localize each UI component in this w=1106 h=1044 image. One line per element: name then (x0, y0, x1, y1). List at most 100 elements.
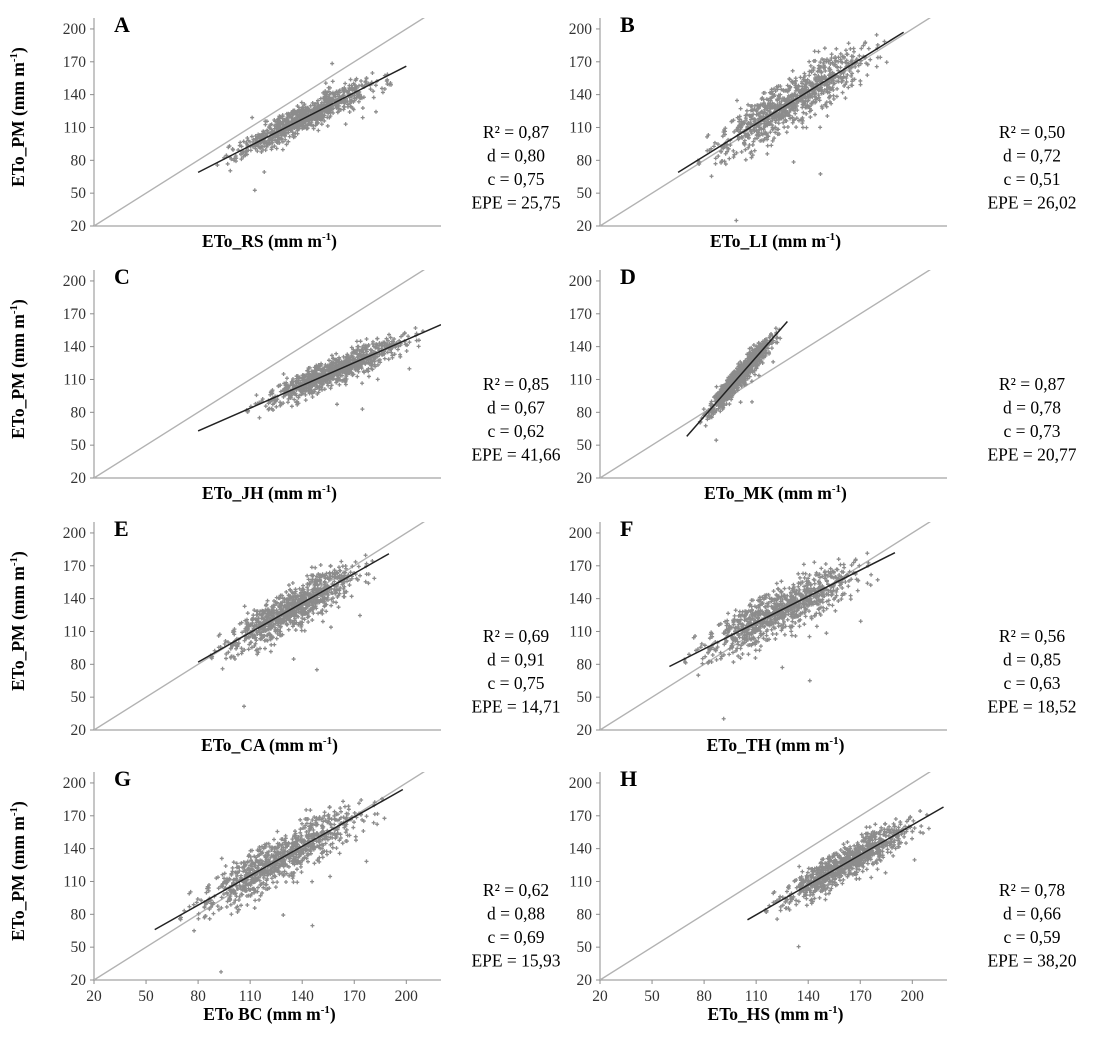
data-point (313, 123, 318, 128)
data-point (778, 336, 783, 341)
data-point (407, 340, 412, 345)
data-point (292, 397, 297, 402)
data-point (308, 388, 313, 393)
y-tick-label: 80 (71, 656, 87, 673)
data-point (800, 102, 805, 107)
data-point (379, 342, 384, 347)
data-point (253, 137, 258, 142)
x-axis-label-close: ) (835, 231, 841, 251)
data-point (705, 417, 710, 422)
data-point (748, 121, 753, 126)
data-point (268, 649, 273, 654)
y-tick-label: 20 (577, 470, 593, 487)
data-point (728, 374, 733, 379)
data-point (356, 91, 361, 96)
data-point (773, 130, 778, 135)
data-point (315, 385, 320, 390)
data-point (809, 68, 814, 73)
data-point (359, 79, 364, 84)
data-point (387, 332, 392, 337)
data-point (835, 64, 840, 69)
data-point (344, 374, 349, 379)
y-tick-label: 170 (63, 306, 87, 323)
data-point (816, 73, 821, 78)
data-point (272, 642, 277, 647)
data-point (296, 594, 301, 599)
data-point (824, 100, 829, 105)
data-point (313, 565, 318, 570)
data-point (763, 131, 768, 136)
data-point (708, 403, 713, 408)
data-point (363, 80, 368, 85)
x-axis-label-exponent: -1 (322, 483, 331, 495)
data-point (348, 570, 353, 575)
data-point (309, 120, 314, 125)
data-point (358, 96, 363, 101)
data-point (303, 389, 308, 394)
data-point (800, 125, 805, 130)
data-point (829, 56, 834, 61)
data-point (792, 101, 797, 106)
data-point (228, 646, 233, 651)
data-point (294, 620, 299, 625)
data-point (253, 635, 258, 640)
data-point (288, 127, 293, 132)
data-point (278, 602, 283, 607)
x-axis-label: ETo_CA (mm m-1) (201, 735, 338, 755)
data-point (350, 564, 355, 569)
data-point (309, 382, 314, 387)
data-point (772, 113, 777, 118)
data-point (297, 114, 302, 119)
stat-line: R² = 0,50 (999, 122, 1065, 142)
data-point (315, 101, 320, 106)
data-point (784, 130, 789, 135)
data-point (301, 120, 306, 125)
data-point (283, 385, 288, 390)
data-point (299, 596, 304, 601)
data-point (246, 138, 251, 143)
stat-line: d = 0,80 (487, 146, 545, 166)
y-tick-label: 170 (569, 54, 593, 71)
data-point (838, 51, 843, 56)
data-point (701, 407, 706, 412)
data-point (838, 74, 843, 79)
data-point (768, 130, 773, 135)
data-point (291, 612, 296, 617)
data-point (246, 634, 251, 639)
data-point (260, 396, 265, 401)
data-point (770, 138, 775, 143)
data-point (759, 96, 764, 101)
data-point (846, 85, 851, 90)
data-point (262, 169, 267, 174)
data-point (316, 128, 321, 133)
data-point (235, 652, 240, 657)
y-tick-label: 170 (569, 558, 593, 575)
data-point (819, 89, 824, 94)
data-point (328, 625, 333, 630)
data-point (770, 631, 775, 636)
data-point (725, 149, 730, 154)
data-point (326, 577, 331, 582)
data-point (349, 594, 354, 599)
data-point (390, 355, 395, 360)
data-point (220, 666, 225, 671)
data-point (364, 76, 369, 81)
data-point (749, 379, 754, 384)
data-point (334, 102, 339, 107)
data-point (706, 413, 711, 418)
data-point (709, 399, 714, 404)
data-point (301, 583, 306, 588)
data-point (761, 636, 766, 641)
data-point (754, 351, 759, 356)
data-point (225, 161, 230, 166)
data-point (848, 593, 853, 598)
data-point (263, 608, 268, 613)
data-point (347, 371, 352, 376)
data-point (248, 622, 253, 627)
data-point (358, 339, 363, 344)
data-point (820, 57, 825, 62)
data-point (354, 85, 359, 90)
data-point (328, 386, 333, 391)
data-point (262, 638, 267, 643)
data-point (770, 92, 775, 97)
